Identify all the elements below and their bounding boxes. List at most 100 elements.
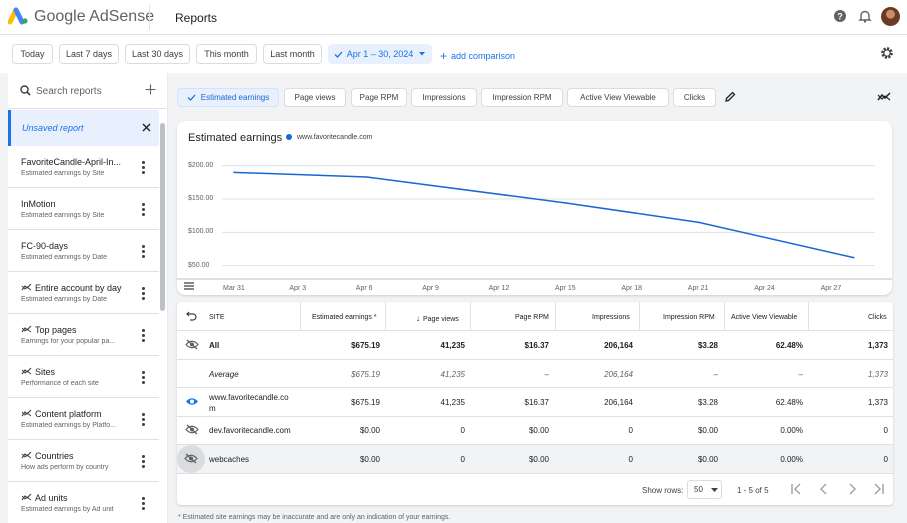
rows-per-page-value: 50 — [694, 485, 703, 494]
column-header-impressions[interactable]: Impressions — [592, 314, 630, 321]
more-vert-icon[interactable] — [142, 329, 145, 344]
selected-date-range-dropdown[interactable]: Apr 1 – 30, 2024 — [328, 44, 432, 64]
table-cell: – — [798, 370, 803, 379]
close-icon[interactable] — [142, 123, 151, 132]
search-input[interactable]: Search reports — [36, 86, 102, 97]
more-vert-icon[interactable] — [142, 245, 145, 260]
more-vert-icon[interactable] — [142, 287, 145, 302]
pagination-range: 1 - 5 of 5 — [737, 486, 769, 495]
more-vert-icon[interactable] — [142, 371, 145, 386]
brand-name: Google AdSense — [34, 8, 155, 25]
previous-page-icon[interactable] — [818, 483, 830, 495]
column-divider — [300, 302, 301, 330]
help-icon[interactable]: ? — [833, 9, 847, 23]
sidebar-report-item[interactable]: Top pages Earnings for your popular pa... — [8, 314, 159, 356]
data-point — [233, 171, 235, 174]
visibility-off-icon[interactable] — [185, 424, 199, 435]
column-header-clicks[interactable]: Clicks — [868, 314, 887, 321]
avatar[interactable] — [881, 7, 900, 26]
trend-icon — [21, 283, 32, 291]
sidebar-report-item[interactable]: Countries How ads perform by country — [8, 440, 159, 482]
selected-date-range-label: Apr 1 – 30, 2024 — [346, 49, 414, 59]
unsaved-report-item[interactable]: Unsaved report — [8, 110, 159, 146]
report-description: Estimated earnings by Platfo... — [21, 422, 116, 429]
metric-page-rpm-chip[interactable]: Page RPM — [351, 88, 407, 107]
add-comparison-link[interactable]: + add comparison — [440, 49, 515, 63]
metric-estimated-earnings-chip[interactable]: Estimated earnings — [177, 88, 279, 107]
range-this-month-button[interactable]: This month — [196, 44, 257, 64]
column-header-impression-rpm[interactable]: Impression RPM — [663, 314, 715, 321]
table-cell: $675.19 — [351, 341, 380, 350]
report-description: How ads perform by country — [21, 464, 109, 471]
column-header-site[interactable]: SITE — [209, 314, 225, 321]
x-tick-label: Apr 18 — [621, 285, 643, 292]
search-reports[interactable]: Search reports — [8, 73, 166, 109]
metric-active-view-viewable-chip[interactable]: Active View Viewable — [567, 88, 669, 107]
table-cell: 206,164 — [604, 341, 633, 350]
site-name: webcaches — [209, 455, 250, 464]
trend-icon — [21, 325, 32, 333]
unsaved-report-label: Unsaved report — [22, 123, 84, 133]
column-header-estimated-earnings[interactable]: Estimated earnings * — [312, 314, 377, 321]
sidebar-report-item[interactable]: Entire account by day Estimated earnings … — [8, 272, 159, 314]
more-vert-icon[interactable] — [142, 455, 145, 470]
x-tick-label: Apr 27 — [820, 285, 842, 292]
sidebar-report-item[interactable]: InMotion Estimated earnings by Site — [8, 188, 159, 230]
column-header-page-rpm[interactable]: Page RPM — [515, 314, 549, 321]
last-page-icon[interactable] — [873, 483, 885, 495]
report-description: Estimated earnings by Date — [21, 296, 107, 303]
divider — [149, 5, 150, 30]
undo-icon[interactable] — [186, 311, 197, 321]
column-header-active-view-viewable[interactable]: Active View Viewable — [731, 314, 798, 321]
metric-page-views-chip[interactable]: Page views — [284, 88, 346, 107]
metric-clicks-chip[interactable]: Clicks — [673, 88, 716, 107]
sidebar-report-item[interactable]: Ad units Estimated earnings by Ad unit — [8, 482, 159, 523]
chart-title: Estimated earnings — [188, 132, 283, 144]
chart-menu-icon[interactable] — [184, 282, 194, 290]
edit-pencil-icon[interactable] — [724, 91, 736, 103]
more-vert-icon[interactable] — [142, 497, 145, 512]
report-description: Estimated earnings by Site — [21, 212, 105, 219]
report-name: Entire account by day — [35, 283, 122, 293]
add-report-icon[interactable] — [145, 84, 156, 95]
visibility-off-icon[interactable] — [185, 339, 199, 350]
table-cell: 0.00% — [780, 426, 803, 435]
more-vert-icon[interactable] — [142, 203, 145, 218]
range-today-button[interactable]: Today — [12, 44, 53, 64]
range-last-7-days-button[interactable]: Last 7 days — [59, 44, 119, 64]
site-name-continued: m — [209, 404, 216, 413]
more-vert-icon[interactable] — [142, 161, 145, 176]
sidebar-report-item[interactable]: Sites Performance of each site — [8, 356, 159, 398]
range-last-month-button[interactable]: Last month — [263, 44, 322, 64]
chart-legend: www.favoritecandle.com — [286, 134, 372, 141]
visibility-icon[interactable] — [185, 396, 199, 407]
row-divider — [177, 416, 893, 417]
column-divider — [555, 302, 556, 330]
row-divider — [177, 330, 893, 331]
adsense-logo-icon — [8, 7, 28, 25]
trend-icon[interactable] — [877, 92, 891, 102]
table-cell: $0.00 — [528, 426, 549, 435]
range-last-30-days-button[interactable]: Last 30 days — [125, 44, 190, 64]
notifications-icon[interactable] — [858, 9, 872, 23]
sidebar-report-item[interactable]: FavoriteCandle-April-In... Estimated earn… — [8, 146, 159, 188]
more-vert-icon[interactable] — [142, 413, 145, 428]
sidebar-report-item[interactable]: Content platform Estimated earnings by Pl… — [8, 398, 159, 440]
x-tick-label: Apr 9 — [422, 285, 439, 292]
table-cell: $16.37 — [524, 398, 549, 407]
column-header-page-views[interactable]: ↓ Page views — [416, 314, 459, 323]
y-tick-label: $100.00 — [188, 228, 214, 236]
settings-gear-icon[interactable] — [880, 46, 894, 60]
trend-icon — [21, 451, 32, 459]
next-page-icon[interactable] — [846, 483, 858, 495]
first-page-icon[interactable] — [790, 483, 802, 495]
sort-arrow-icon: ↓ — [416, 314, 420, 323]
sidebar-scrollbar-thumb[interactable] — [160, 123, 165, 311]
rows-per-page-select[interactable]: 50 — [687, 480, 722, 499]
visibility-off-icon[interactable] — [184, 453, 198, 464]
metric-impressions-chip[interactable]: Impressions — [411, 88, 477, 107]
column-divider — [724, 302, 725, 330]
sidebar-report-item[interactable]: FC-90-days Estimated earnings by Date — [8, 230, 159, 272]
metric-impression-rpm-chip[interactable]: Impression RPM — [481, 88, 563, 107]
table-cell: $0.00 — [528, 455, 549, 464]
